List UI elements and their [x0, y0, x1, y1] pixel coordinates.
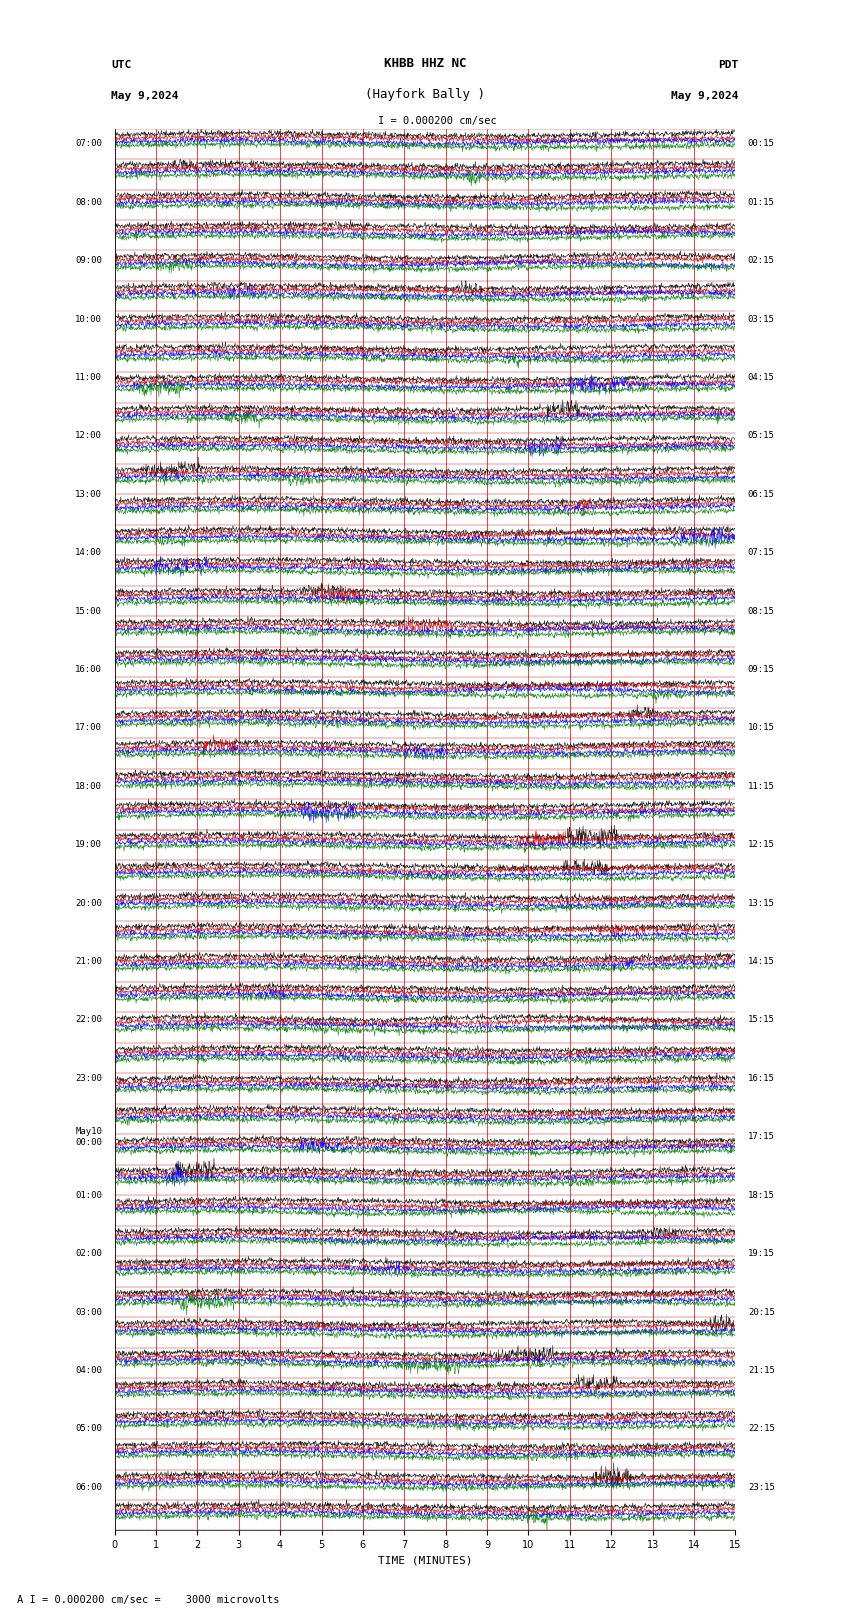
Text: 01:00: 01:00: [76, 1190, 102, 1200]
Text: 19:00: 19:00: [76, 840, 102, 850]
Text: 17:00: 17:00: [76, 723, 102, 732]
Text: 22:15: 22:15: [748, 1424, 774, 1434]
Text: 13:15: 13:15: [748, 898, 774, 908]
Text: 21:15: 21:15: [748, 1366, 774, 1374]
Text: 22:00: 22:00: [76, 1016, 102, 1024]
Text: 09:00: 09:00: [76, 256, 102, 265]
Text: 06:15: 06:15: [748, 490, 774, 498]
Text: I = 0.000200 cm/sec: I = 0.000200 cm/sec: [353, 116, 497, 126]
Text: May 9,2024: May 9,2024: [111, 90, 179, 100]
Text: 14:15: 14:15: [748, 957, 774, 966]
Text: 18:15: 18:15: [748, 1190, 774, 1200]
Text: 05:15: 05:15: [748, 431, 774, 440]
Text: A I = 0.000200 cm/sec =    3000 microvolts: A I = 0.000200 cm/sec = 3000 microvolts: [17, 1595, 280, 1605]
Text: 05:00: 05:00: [76, 1424, 102, 1434]
Text: 08:15: 08:15: [748, 606, 774, 616]
Text: 14:00: 14:00: [76, 548, 102, 556]
Text: 12:00: 12:00: [76, 431, 102, 440]
Text: 18:00: 18:00: [76, 782, 102, 790]
Text: 16:15: 16:15: [748, 1074, 774, 1082]
Text: 04:15: 04:15: [748, 373, 774, 382]
Text: 04:00: 04:00: [76, 1366, 102, 1374]
Text: 06:00: 06:00: [76, 1482, 102, 1492]
Text: May10
00:00: May10 00:00: [76, 1127, 102, 1147]
Text: KHBB HHZ NC: KHBB HHZ NC: [383, 56, 467, 69]
Text: 23:00: 23:00: [76, 1074, 102, 1082]
Text: 09:15: 09:15: [748, 665, 774, 674]
Text: 03:00: 03:00: [76, 1308, 102, 1316]
X-axis label: TIME (MINUTES): TIME (MINUTES): [377, 1557, 473, 1566]
Text: 02:00: 02:00: [76, 1248, 102, 1258]
Text: 03:15: 03:15: [748, 315, 774, 324]
Text: 10:00: 10:00: [76, 315, 102, 324]
Text: May 9,2024: May 9,2024: [671, 90, 739, 100]
Text: 02:15: 02:15: [748, 256, 774, 265]
Text: (Hayfork Bally ): (Hayfork Bally ): [365, 87, 485, 100]
Text: 15:15: 15:15: [748, 1016, 774, 1024]
Text: 13:00: 13:00: [76, 490, 102, 498]
Text: PDT: PDT: [718, 60, 739, 69]
Text: 08:00: 08:00: [76, 198, 102, 206]
Text: 21:00: 21:00: [76, 957, 102, 966]
Text: 17:15: 17:15: [748, 1132, 774, 1142]
Text: 11:15: 11:15: [748, 782, 774, 790]
Text: 20:00: 20:00: [76, 898, 102, 908]
Text: 10:15: 10:15: [748, 723, 774, 732]
Text: 12:15: 12:15: [748, 840, 774, 850]
Text: 15:00: 15:00: [76, 606, 102, 616]
Text: 01:15: 01:15: [748, 198, 774, 206]
Text: 11:00: 11:00: [76, 373, 102, 382]
Text: 16:00: 16:00: [76, 665, 102, 674]
Text: 00:15: 00:15: [748, 139, 774, 148]
Text: 23:15: 23:15: [748, 1482, 774, 1492]
Text: 07:00: 07:00: [76, 139, 102, 148]
Text: 19:15: 19:15: [748, 1248, 774, 1258]
Text: 07:15: 07:15: [748, 548, 774, 556]
Text: 20:15: 20:15: [748, 1308, 774, 1316]
Text: UTC: UTC: [111, 60, 132, 69]
